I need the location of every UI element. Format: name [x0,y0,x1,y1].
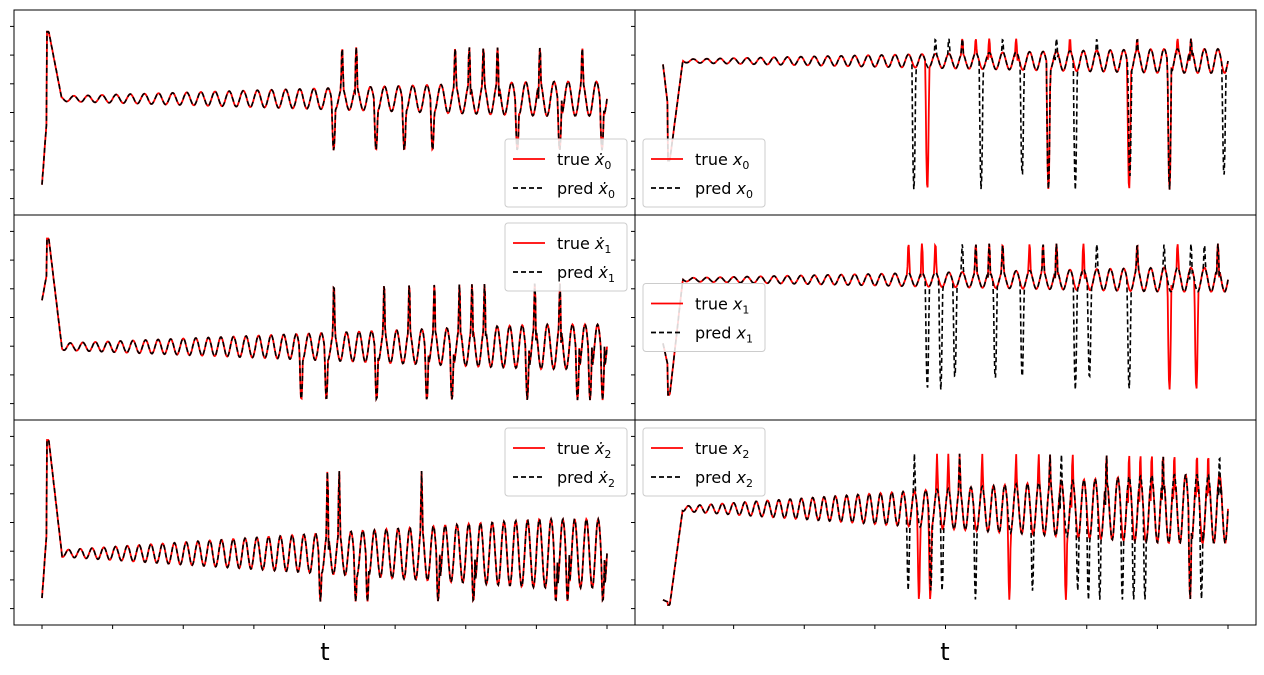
panel-dx1: true ẋ1 pred ẋ1 [10,214,636,421]
panel-dx0: true ẋ0 pred ẋ0 [10,9,636,216]
legend-label-pred: pred ẋ1 [557,263,615,285]
series-pred-x2 [662,453,1229,606]
legend-label-true: true x2 [695,439,749,461]
legend-dx0: true ẋ0 pred ẋ0 [504,138,628,208]
panel-x0: true x0 pred x0 [631,9,1257,216]
legend-label-true: true ẋ2 [557,439,611,461]
series-pred-dx0 [41,30,608,185]
panel-dx2: true ẋ2 pred ẋ2 [10,419,636,629]
legend-label-true: true ẋ1 [557,234,611,256]
legend-label-pred: pred x0 [695,179,753,201]
legend-label-true: true ẋ0 [557,150,611,172]
series-pred-dx1 [41,237,608,402]
legend-label-true: true x0 [695,150,749,172]
legend-x1: true x1 pred x1 [642,283,766,352]
series-pred-dx2 [41,439,608,603]
legend-box [504,222,628,292]
panel-x1: true x1 pred x1 [631,214,1257,421]
legend-label-pred: pred x2 [695,468,753,490]
series-pred-x0 [662,38,1229,190]
x-axis-label-right: t [940,638,949,666]
panels: true ẋ0 pred ẋ0 true x0 pred x0 true ẋ1 pred … [10,9,1257,629]
legend-dx1: true ẋ1 pred ẋ1 [504,222,628,292]
legend-box [642,427,766,497]
legend-label-pred: pred ẋ2 [557,468,615,490]
panel-x2: true x2 pred x2 [631,419,1257,629]
legend-box [642,283,766,352]
series-pred-x1 [662,243,1229,396]
legend-dx2: true ẋ2 pred ẋ2 [504,427,628,497]
legend-x2: true x2 pred x2 [642,427,766,497]
legend-x0: true x0 pred x0 [642,138,766,208]
legend-box [504,427,628,497]
legend-label-pred: pred x1 [695,324,753,346]
x-axis-label-left: t [320,638,329,666]
legend-box [504,138,628,208]
legend-label-pred: pred ẋ0 [557,179,615,201]
legend-box [642,138,766,208]
legend-label-true: true x1 [695,295,749,317]
